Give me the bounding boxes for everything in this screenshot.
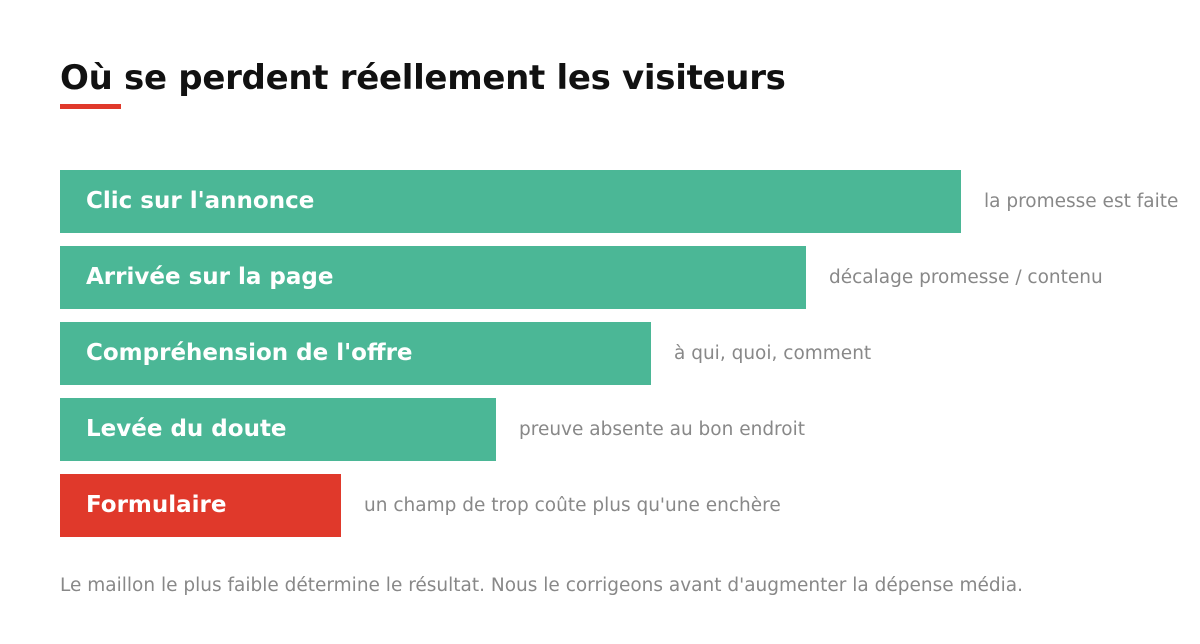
funnel-stage: Compréhension de l'offre à qui, quoi, co…: [60, 322, 1190, 385]
funnel-stage: Arrivée sur la page décalage promesse / …: [60, 246, 1190, 309]
footer-caption: Le maillon le plus faible détermine le r…: [60, 575, 1024, 596]
stage-note: un champ de trop coûte plus qu'une enchè…: [364, 495, 781, 516]
funnel-diagram: Clic sur l'annonce la promesse est faite…: [60, 170, 1190, 537]
funnel-stage: Levée du doute preuve absente au bon end…: [60, 398, 1190, 461]
stage-note: à qui, quoi, comment: [674, 343, 872, 364]
stage-label: Arrivée sur la page: [86, 264, 334, 290]
stage-bar: Clic sur l'annonce: [60, 170, 961, 233]
stage-label: Compréhension de l'offre: [86, 340, 413, 366]
title-underline: [60, 104, 121, 109]
funnel-stage: Clic sur l'annonce la promesse est faite: [60, 170, 1190, 233]
stage-bar: Levée du doute: [60, 398, 496, 461]
stage-note: preuve absente au bon endroit: [519, 419, 805, 440]
stage-label: Clic sur l'annonce: [86, 188, 315, 214]
stage-bar: Formulaire: [60, 474, 341, 537]
stage-label: Formulaire: [86, 492, 227, 518]
stage-bar: Compréhension de l'offre: [60, 322, 651, 385]
stage-label: Levée du doute: [86, 416, 287, 442]
stage-bar: Arrivée sur la page: [60, 246, 806, 309]
stage-note: décalage promesse / contenu: [829, 267, 1103, 288]
stage-note: la promesse est faite: [984, 191, 1179, 212]
funnel-stage-bottleneck: Formulaire un champ de trop coûte plus q…: [60, 474, 1190, 537]
page-title: Où se perdent réellement les visiteurs: [60, 58, 786, 98]
